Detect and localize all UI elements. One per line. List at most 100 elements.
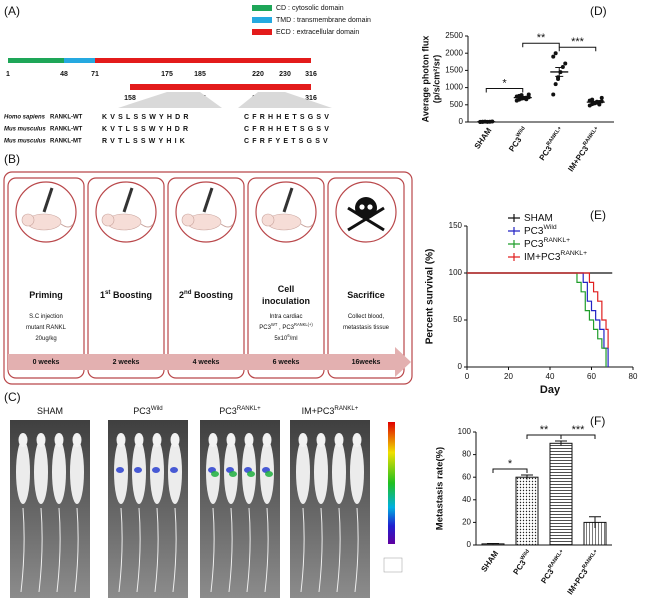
position-label: 220 xyxy=(252,71,264,78)
y-tick-label: 2500 xyxy=(445,31,463,40)
mouse xyxy=(70,440,84,504)
superscript: Wild xyxy=(516,126,527,139)
data-point xyxy=(551,92,556,97)
data-point xyxy=(553,82,558,87)
group-label: PC3Wild xyxy=(133,405,162,416)
text-part: SHAM xyxy=(479,549,500,574)
text-part: SHAM xyxy=(473,126,494,151)
superscript: RANKL+ xyxy=(543,237,570,244)
y-tick-label: 500 xyxy=(450,100,464,109)
sequence: RVTLSSWYHIK xyxy=(102,138,188,145)
y-axis-label: Percent survival (%) xyxy=(425,249,436,345)
step-icon-frame xyxy=(255,181,317,243)
text-part: PC3 xyxy=(512,558,529,576)
legend-swatch xyxy=(252,5,272,11)
superscript: Wild xyxy=(151,405,163,412)
category-label: IM+PC3RANKL+ xyxy=(566,126,603,174)
text-part: Cell xyxy=(278,284,295,294)
y-tick-label: 1500 xyxy=(445,66,463,75)
text-part: PC3 xyxy=(539,567,556,585)
step-detail: S.C injection xyxy=(29,314,63,320)
mouse xyxy=(296,440,310,504)
y-tick-label: 100 xyxy=(458,427,472,436)
text-part: IM+PC3 xyxy=(566,144,590,173)
mouse-tail xyxy=(172,507,177,593)
superscript: RANKL(+) xyxy=(294,322,313,327)
zoom-bar xyxy=(130,84,311,90)
text-part: SHAM xyxy=(524,213,553,224)
text-part: PC3 xyxy=(524,226,544,237)
mouse-tail xyxy=(118,507,123,593)
data-point xyxy=(590,97,595,102)
superscript: RANKL+ xyxy=(237,405,261,412)
error-bar xyxy=(555,66,564,77)
y-tick-label: 100 xyxy=(449,268,463,277)
mouse xyxy=(332,440,346,504)
group-label: IM+PC3RANKL+ xyxy=(302,405,359,416)
signal xyxy=(265,471,273,477)
position-label: 1 xyxy=(6,71,10,78)
significance-label: * xyxy=(502,77,507,89)
skull-eye xyxy=(367,204,373,210)
y-tick-label: 1000 xyxy=(445,83,463,92)
mouse-head xyxy=(208,433,218,447)
mouse-tail xyxy=(38,507,43,593)
legend-symbol xyxy=(508,253,520,261)
x-tick-label: 0 xyxy=(465,372,470,381)
category-label: PC3RANKL+ xyxy=(537,126,567,162)
mouse-head xyxy=(261,213,275,227)
y-tick-label: 0 xyxy=(458,362,463,371)
position-label: 316 xyxy=(305,95,317,102)
text-part: inoculation xyxy=(262,296,310,306)
superscript: RANKL+ xyxy=(334,405,358,412)
y-tick-label: 0 xyxy=(467,540,472,549)
sequence: KVTLSSWYHDR xyxy=(102,126,191,133)
time-label: 0 weeks xyxy=(33,359,60,366)
mouse-head xyxy=(244,433,254,447)
data-point xyxy=(599,95,604,100)
y-tick-label: 0 xyxy=(459,117,464,126)
mouse-head xyxy=(72,433,82,447)
category-label: SHAM xyxy=(473,126,494,151)
step-detail: PC3WT , PC3RANKL(+) xyxy=(259,322,313,331)
legend-symbol xyxy=(508,227,520,235)
step-detail: 5x106/ml xyxy=(274,333,297,342)
superscript: RANKL+ xyxy=(548,549,566,571)
mouse-head xyxy=(54,433,64,447)
category-label: PC3Wild xyxy=(511,549,534,577)
significance-bracket xyxy=(558,46,597,52)
text-part: S.C injection xyxy=(29,314,63,320)
superscript: nd xyxy=(184,289,192,296)
superscript: RANKL+ xyxy=(560,250,587,257)
significance-bracket xyxy=(560,434,596,440)
x-tick-label: 80 xyxy=(629,372,638,381)
data-point xyxy=(526,92,531,97)
position-label: 71 xyxy=(91,71,99,78)
mouse-head xyxy=(18,433,28,447)
text-part: IM+PC3 xyxy=(566,567,590,596)
mouse xyxy=(52,440,66,504)
superscript: RANKL+ xyxy=(582,549,600,571)
error-bar xyxy=(589,516,601,529)
sequence: KVSLSSWYHDR xyxy=(102,114,192,121)
error-bar xyxy=(487,543,499,545)
text-part: IM+PC3 xyxy=(524,252,561,263)
position-label: 230 xyxy=(279,71,291,78)
mouse-tail xyxy=(336,507,341,593)
legend-text: PC3RANKL+ xyxy=(524,237,570,249)
mouse-tail xyxy=(136,507,141,593)
mouse-tail xyxy=(246,507,251,593)
mouse-head xyxy=(262,433,272,447)
text-part: , PC3 xyxy=(277,325,294,331)
y-tick-label: 150 xyxy=(449,221,463,230)
significance-label: ** xyxy=(540,424,549,436)
significance-bracket xyxy=(522,42,560,48)
significance-label: * xyxy=(508,458,513,470)
mouse-tail xyxy=(154,507,159,593)
survival-curve xyxy=(467,272,607,367)
data-point xyxy=(519,93,524,98)
data-point xyxy=(551,54,556,59)
step-detail: 20ug/kg xyxy=(35,336,56,342)
color-scale xyxy=(388,422,395,544)
mouse-head xyxy=(352,433,362,447)
